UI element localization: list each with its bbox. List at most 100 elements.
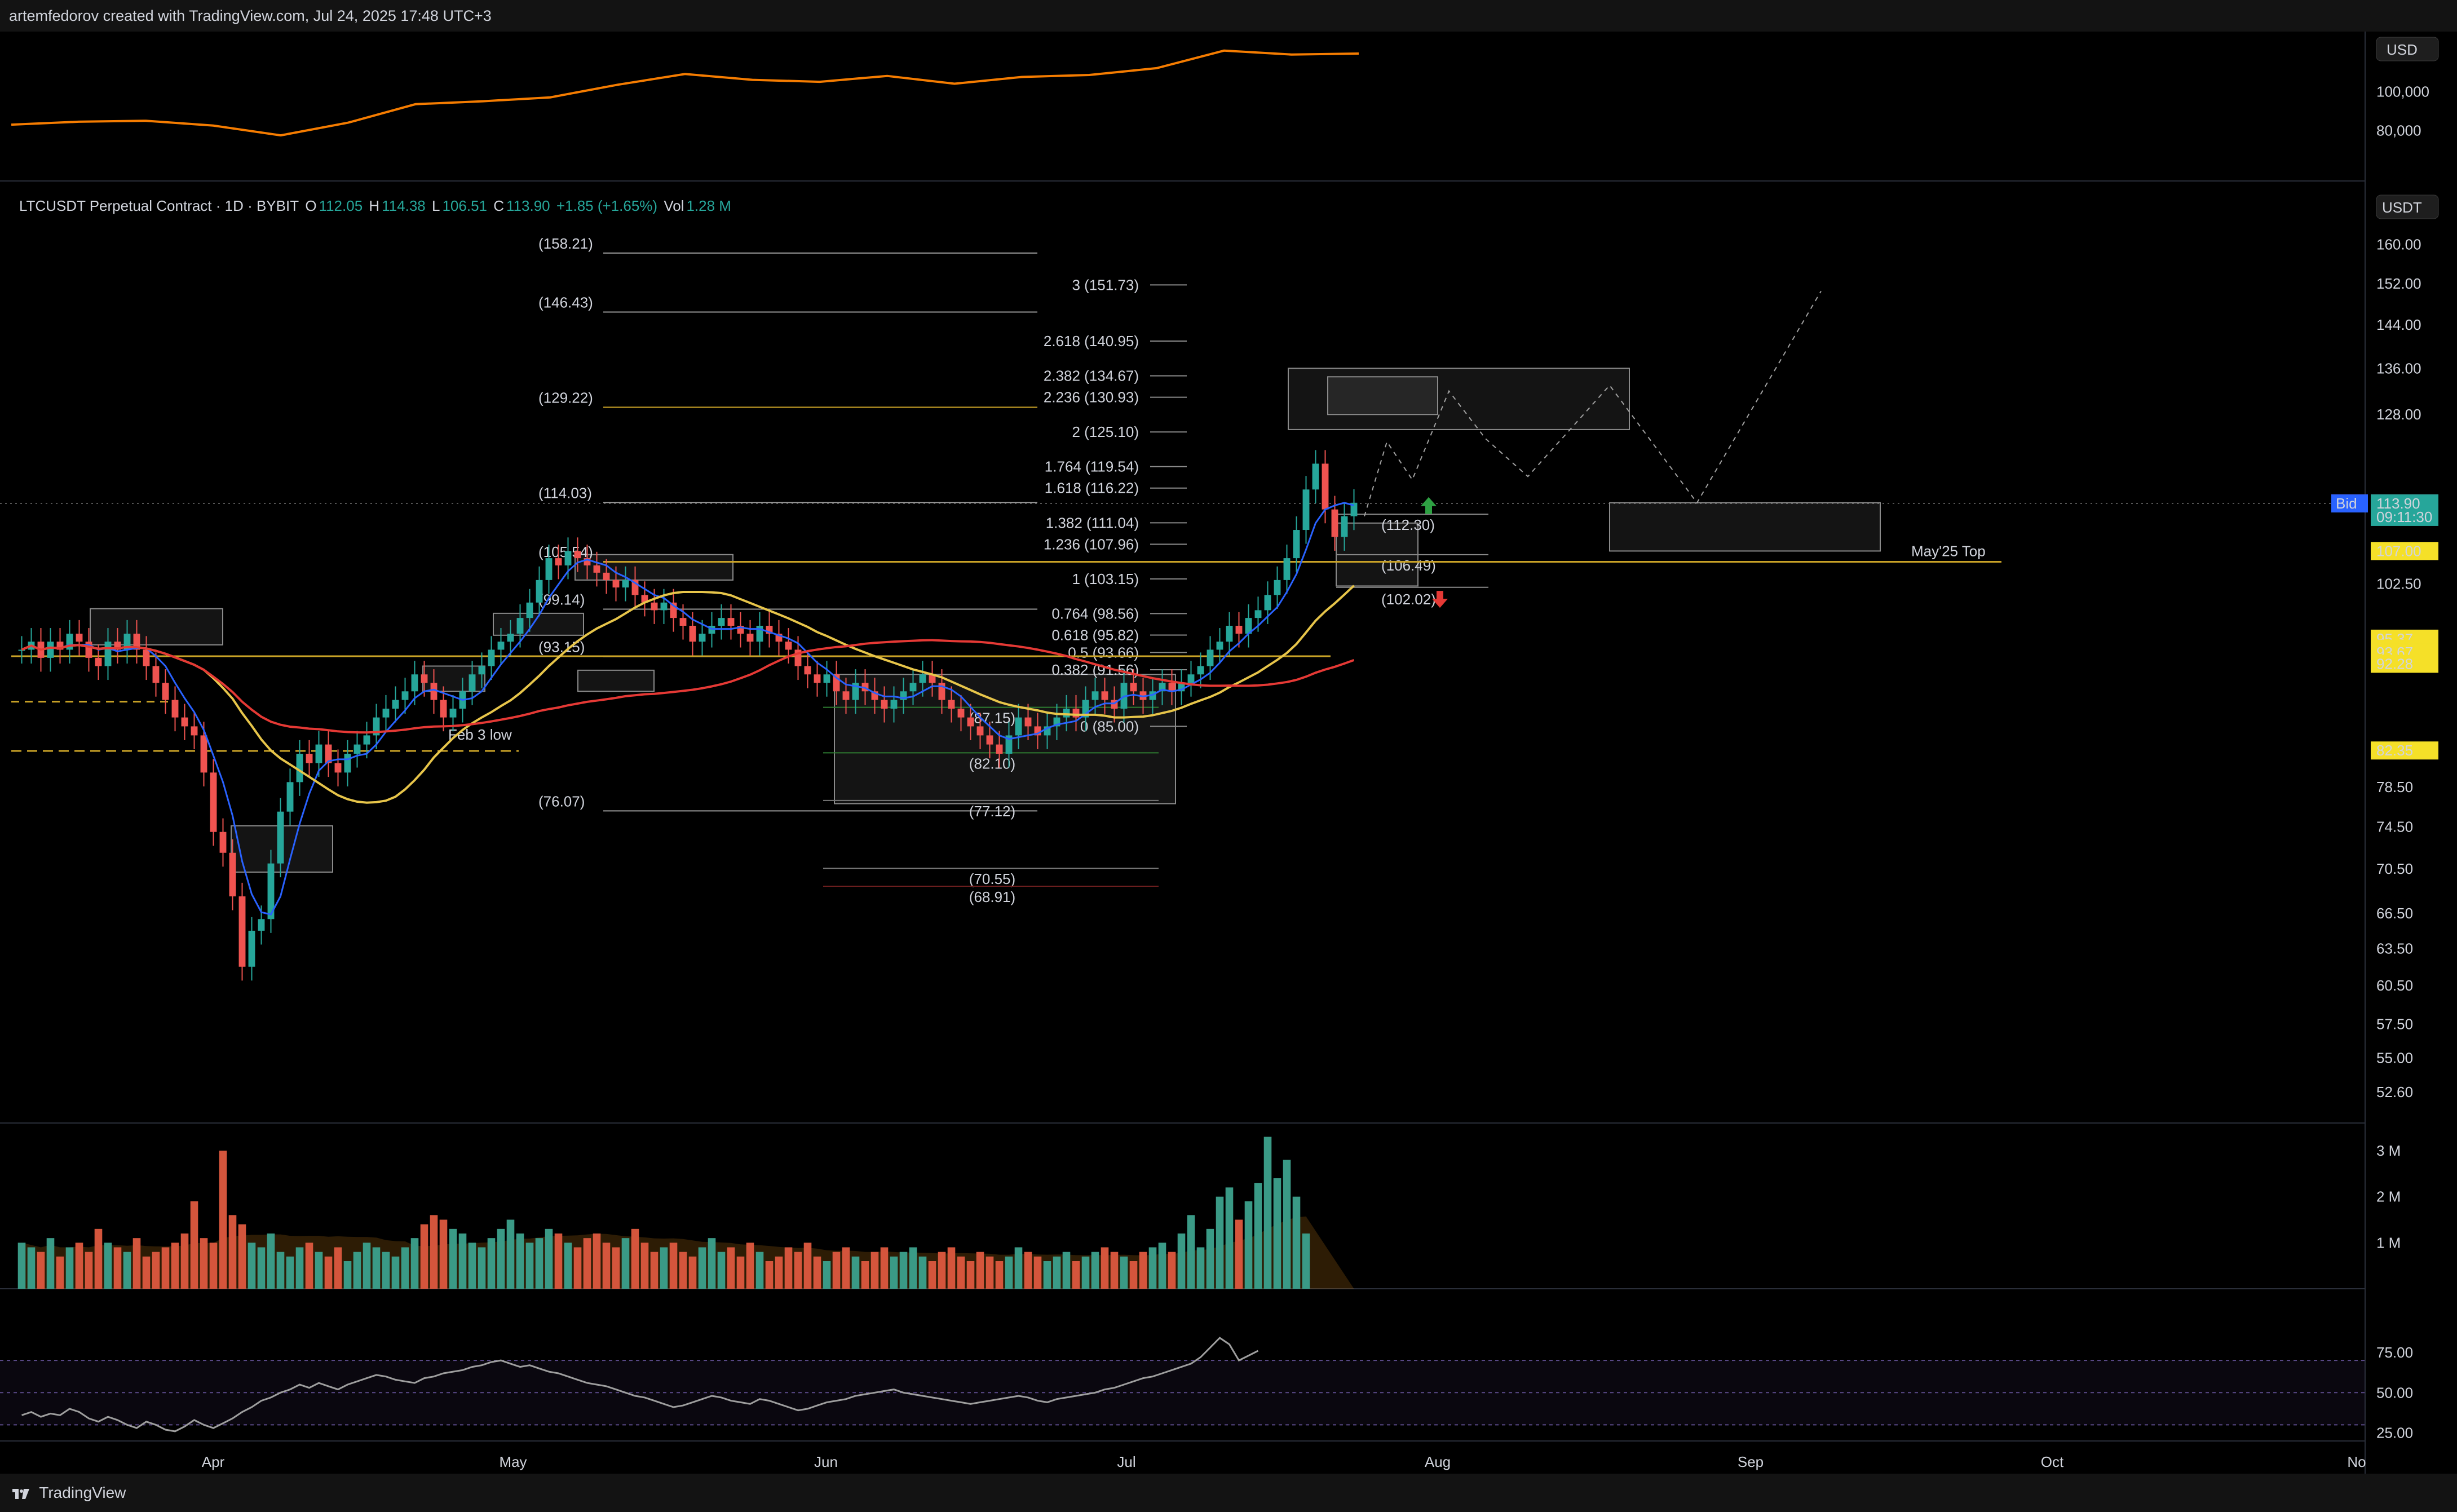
candle-body [66, 633, 73, 650]
candle-body [1101, 691, 1108, 700]
volume-bar [995, 1261, 1004, 1289]
volume-bar [1235, 1219, 1243, 1289]
volume-bar [286, 1256, 294, 1289]
candle-body [890, 700, 898, 709]
volume-bar [410, 1238, 419, 1289]
volume-bar [640, 1243, 649, 1289]
price-y-tick: 66.50 [2376, 905, 2413, 922]
candle-body [737, 625, 744, 634]
fib-lower-label: (70.55) [969, 870, 1015, 887]
price-tag [2371, 494, 2438, 526]
candle-body [1341, 516, 1348, 537]
volume-bar [1273, 1178, 1281, 1289]
fib-extension-label: 2.382 (134.67) [1044, 368, 1139, 384]
volume-bar [1216, 1196, 1224, 1289]
close-value: 113.90 [506, 197, 550, 214]
open-label: O [305, 197, 317, 214]
volume-bar [1024, 1252, 1032, 1289]
price-y-tick: 144.00 [2376, 316, 2421, 333]
price-tag-value: 107.00 [2376, 542, 2421, 559]
candle-body [881, 700, 888, 709]
volume-bar [1091, 1252, 1099, 1289]
volume-bar [1177, 1234, 1186, 1289]
candle-body [679, 618, 687, 626]
volume-bar [257, 1247, 266, 1289]
candle-body [277, 811, 284, 864]
volume-bar [545, 1228, 553, 1289]
volume-bar [113, 1247, 122, 1289]
price-y-tick: 78.50 [2376, 779, 2413, 795]
x-axis-month-label: Jun [814, 1453, 838, 1470]
volume-bar [94, 1228, 103, 1289]
price-y-tick: 60.50 [2376, 977, 2413, 994]
candle-body [727, 618, 735, 626]
candle-body [852, 683, 859, 700]
price-y-tick: 63.50 [2376, 940, 2413, 957]
down-arrow-icon [1432, 591, 1448, 608]
low-value: 106.51 [442, 197, 487, 214]
currency-box [2376, 37, 2439, 61]
candle-body [574, 551, 581, 559]
candle-body [1293, 530, 1300, 559]
price-y-tick: 152.00 [2376, 275, 2421, 292]
volume-bar [986, 1256, 994, 1289]
volume-bar [1081, 1256, 1090, 1289]
candle-body [1015, 717, 1022, 736]
candle-body [1264, 595, 1271, 611]
candle-body [584, 558, 591, 565]
volume-bar [1072, 1261, 1080, 1289]
candle-body [1168, 683, 1176, 692]
candle-body [1302, 489, 1310, 530]
attribution-text: artemfedorov created with TradingView.co… [9, 7, 492, 24]
volume-bar [535, 1238, 543, 1289]
volume-bar [468, 1243, 476, 1289]
volume-bar [602, 1243, 611, 1289]
volume-bar [65, 1247, 74, 1289]
rsi-y-tick: 50.00 [2376, 1384, 2413, 1401]
target-label: (102.02) [1381, 591, 1436, 608]
volume-bar [679, 1252, 687, 1289]
volume-bar [75, 1243, 83, 1289]
volume-bar [439, 1219, 448, 1289]
volume-bar [957, 1256, 965, 1289]
volume-bar [1033, 1256, 1042, 1289]
chart-canvas[interactable]: USD 100,000 80,000 USDT 160.00 152.00 144.00 13… [0, 32, 2457, 1474]
brand-name: TradingView [39, 1484, 126, 1501]
vol-value: 1.28 M [686, 197, 731, 214]
candle-body [76, 633, 83, 642]
volume-bar [276, 1252, 285, 1289]
volume-bar [1120, 1256, 1128, 1289]
volume-bar [238, 1224, 246, 1289]
rsi-y-tick: 25.00 [2376, 1425, 2413, 1442]
candle-body [1226, 625, 1233, 642]
candle-body [181, 717, 188, 727]
candle-body [900, 691, 907, 700]
candle-body [421, 674, 428, 683]
candle-body [392, 700, 399, 709]
price-tag-label: Bid [2336, 495, 2357, 512]
volume-bar [132, 1238, 141, 1289]
volume-bar [583, 1238, 591, 1289]
candle-body [996, 744, 1003, 754]
x-axis-month-label: No [2347, 1453, 2366, 1470]
candle-body [1082, 700, 1089, 718]
candle-body [47, 642, 54, 658]
candle-body [641, 595, 648, 603]
volume-bar [487, 1238, 496, 1289]
volume-bar [17, 1243, 26, 1289]
target-label: (106.49) [1381, 557, 1436, 574]
projected-path [1364, 290, 1822, 516]
fib-extension-label: 0.5 (93.66) [1068, 644, 1139, 661]
candle-body [1331, 509, 1338, 537]
volume-y-tick: 3 M [2376, 1142, 2401, 1159]
candle-body [469, 674, 476, 692]
rsi-y-tick: 75.00 [2376, 1344, 2413, 1361]
price-y-tick: 74.50 [2376, 819, 2413, 835]
volume-bar [315, 1252, 323, 1289]
volume-bar [573, 1247, 582, 1289]
volume-bar [161, 1247, 170, 1289]
volume-bar [46, 1238, 55, 1289]
candle-body [1312, 463, 1319, 490]
x-axis-month-label: Jul [1117, 1453, 1135, 1470]
volume-bar [353, 1252, 361, 1289]
